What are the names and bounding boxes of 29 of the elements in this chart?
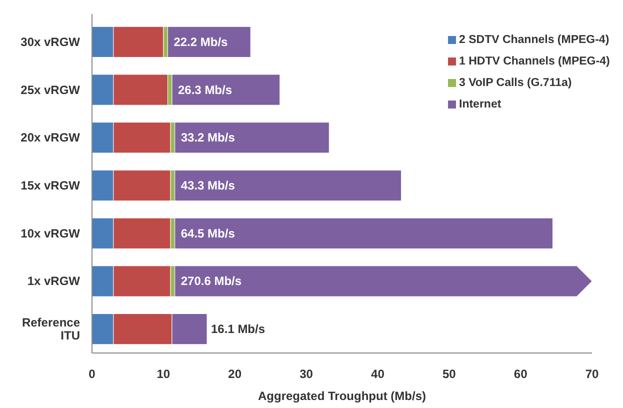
- y-tick-label: Reference ITU: [22, 316, 80, 343]
- total-label: 22.2 Mb/s: [174, 34, 228, 49]
- y-tick-label: 20x vRGW: [20, 130, 81, 145]
- total-label: 16.1 Mb/s: [211, 322, 266, 336]
- annotation: 270.6 Mb/s: [180, 274, 242, 288]
- legend-label: Internet: [459, 98, 502, 110]
- x-tick-label: 0: [88, 367, 96, 381]
- y-tick-label: 10x vRGW: [20, 226, 81, 240]
- y-tick-label: 30x vRGW: [20, 34, 81, 49]
- x-tick-label: 60: [514, 367, 528, 381]
- bar: [167, 26, 251, 58]
- x-tick-label: 30: [300, 367, 314, 381]
- legend-label: 2 SDTV Channels (MPEG-4): [459, 34, 610, 46]
- y-tick-label: 25x vRGW: [20, 82, 81, 97]
- legend-label: 1 HDTV Channels (MPEG-4): [459, 56, 610, 68]
- x-tick-label: 20: [228, 367, 242, 381]
- total-label: 26.3 Mb/s: [178, 82, 232, 97]
- total-label: 64.5 Mb/s: [180, 226, 236, 240]
- x-axis-title: Aggregated Troughput (Mb/s): [258, 389, 426, 403]
- y-tick-label: 15x vRGW: [20, 178, 81, 192]
- x-tick-label: 10: [156, 367, 170, 381]
- legend-label: 3 VoIP Calls (G.711a): [459, 77, 572, 89]
- total-label: 43.3 Mb/s: [180, 178, 236, 192]
- x-tick-label: 70: [585, 367, 599, 381]
- y-tick-label: 1x vRGW: [27, 274, 81, 288]
- x-tick-label: 50: [442, 367, 456, 381]
- total-label: 33.2 Mb/s: [180, 130, 236, 145]
- bar: [172, 74, 280, 106]
- x-tick-label: 40: [371, 367, 385, 381]
